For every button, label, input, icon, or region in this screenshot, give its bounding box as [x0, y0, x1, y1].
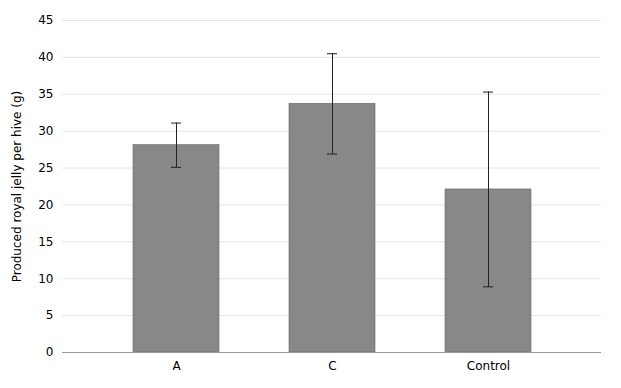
svg-text:35: 35 [38, 87, 53, 101]
svg-text:45: 45 [38, 13, 53, 27]
svg-text:30: 30 [38, 124, 53, 138]
svg-text:15: 15 [38, 235, 53, 249]
svg-text:20: 20 [38, 198, 53, 212]
svg-text:5: 5 [46, 308, 54, 322]
svg-text:25: 25 [38, 161, 53, 175]
svg-text:Produced royal jelly per hive: Produced royal jelly per hive (g) [10, 91, 24, 283]
svg-text:0: 0 [46, 345, 54, 359]
svg-text:A: A [172, 359, 181, 373]
svg-text:40: 40 [38, 50, 53, 64]
svg-text:C: C [328, 359, 336, 373]
svg-text:10: 10 [38, 272, 53, 286]
svg-text:Control: Control [467, 359, 510, 373]
